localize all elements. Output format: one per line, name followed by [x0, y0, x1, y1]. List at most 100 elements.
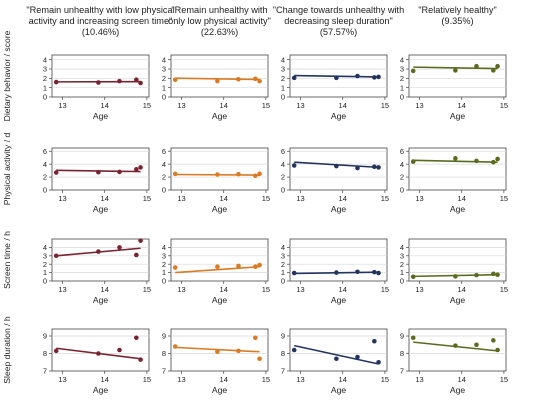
- data-point: [474, 272, 479, 278]
- y-tick-label: 6: [281, 147, 285, 156]
- column-percentage: (9.35%): [441, 16, 473, 26]
- panel-frame: [408, 238, 507, 282]
- data-point: [372, 338, 377, 344]
- y-tick-label: 6: [162, 147, 166, 156]
- y-tick-label: 2: [400, 74, 404, 83]
- x-axis-label: Age: [331, 295, 347, 305]
- y-tick-label: 0: [281, 93, 285, 102]
- x-axis-label: Age: [93, 295, 109, 305]
- data-point: [253, 173, 258, 179]
- x-tick-label: 15: [500, 101, 508, 110]
- y-tick-label: 9: [400, 332, 404, 341]
- row-y-axis-label: Dietary behavior / score: [2, 30, 12, 121]
- y-tick-label: 4: [162, 55, 166, 64]
- y-tick-label: 4: [281, 55, 285, 64]
- data-point: [495, 347, 500, 353]
- data-point: [117, 245, 122, 250]
- x-tick-label: 15: [381, 285, 389, 294]
- x-tick-label: 15: [500, 375, 508, 384]
- data-point: [491, 68, 496, 73]
- x-axis-label: Age: [450, 111, 466, 121]
- y-tick-label: 8: [43, 349, 47, 358]
- row-y-axis-label: Physical activity / d: [2, 132, 12, 205]
- x-tick-label: 14: [458, 101, 466, 110]
- y-tick-label: 9: [43, 332, 47, 341]
- data-point: [96, 249, 101, 254]
- y-tick-label: 7: [400, 367, 404, 376]
- x-tick-label: 15: [500, 194, 508, 203]
- y-tick-label: 4: [43, 55, 47, 64]
- data-point: [53, 348, 59, 354]
- data-point: [138, 80, 143, 86]
- panel-r1-c3: 0 2 4 6 13 14 15 Age: [400, 147, 508, 214]
- y-tick-label: 3: [281, 251, 285, 260]
- panel-r1-c0: 0 2 4 6 13 14 15 Age: [43, 147, 151, 214]
- data-point: [134, 167, 139, 172]
- x-tick-label: 14: [458, 285, 466, 294]
- data-point: [334, 163, 339, 169]
- x-axis-label: Age: [331, 385, 347, 395]
- x-tick-label: 14: [101, 285, 109, 294]
- data-point: [474, 342, 479, 348]
- y-tick-label: 1: [281, 83, 285, 92]
- data-point: [215, 264, 220, 270]
- column-title-line: decreasing sleep duration": [284, 16, 392, 26]
- panel-frame: [289, 238, 388, 282]
- y-tick-label: 6: [43, 147, 47, 156]
- y-tick-label: 2: [43, 74, 47, 83]
- data-point: [138, 238, 143, 243]
- y-tick-label: 4: [281, 160, 285, 169]
- fit-line: [413, 159, 498, 164]
- x-tick-label: 13: [296, 194, 304, 203]
- y-tick-label: 8: [400, 349, 404, 358]
- data-point: [172, 77, 178, 83]
- data-point: [172, 344, 178, 349]
- data-point: [355, 73, 360, 79]
- y-tick-label: 9: [162, 332, 166, 341]
- x-tick-label: 15: [381, 101, 389, 110]
- x-axis-label: Age: [212, 385, 228, 395]
- x-tick-label: 14: [220, 101, 228, 110]
- y-tick-label: 4: [400, 160, 404, 169]
- panel-r3-c1: 7 8 9 13 14 15 Age: [162, 328, 270, 395]
- column-percentage: (57.57%): [320, 27, 357, 37]
- data-point: [334, 356, 339, 362]
- data-point: [291, 347, 297, 353]
- data-point: [491, 271, 496, 277]
- data-point: [410, 159, 416, 164]
- y-tick-label: 3: [43, 251, 47, 260]
- column-title-line: activity and increasing screen time": [29, 16, 173, 26]
- y-tick-label: 0: [162, 93, 166, 102]
- data-point: [253, 264, 258, 270]
- panel-r3-c0: 7 8 9 13 14 15 Age: [43, 328, 151, 395]
- panel-frame: [170, 147, 269, 191]
- data-point: [355, 354, 360, 360]
- data-point: [253, 335, 258, 341]
- data-point: [410, 274, 416, 280]
- data-point: [172, 171, 178, 177]
- data-point: [291, 75, 297, 81]
- data-point: [372, 164, 377, 170]
- x-tick-label: 13: [415, 285, 423, 294]
- panel-frame: [408, 147, 507, 191]
- y-tick-label: 0: [43, 186, 47, 195]
- data-point: [495, 63, 500, 69]
- row-y-axis-label: Sleep duration / h: [2, 316, 12, 384]
- x-tick-label: 14: [101, 375, 109, 384]
- data-point: [376, 165, 381, 170]
- data-point: [376, 359, 381, 365]
- y-tick-label: 0: [400, 186, 404, 195]
- data-point: [236, 171, 241, 177]
- x-tick-label: 14: [220, 285, 228, 294]
- y-tick-label: 7: [281, 367, 285, 376]
- y-tick-label: 1: [400, 268, 404, 277]
- x-tick-label: 14: [339, 101, 347, 110]
- data-point: [53, 253, 59, 259]
- data-point: [257, 78, 262, 84]
- y-tick-label: 4: [400, 243, 404, 252]
- data-point: [376, 74, 381, 80]
